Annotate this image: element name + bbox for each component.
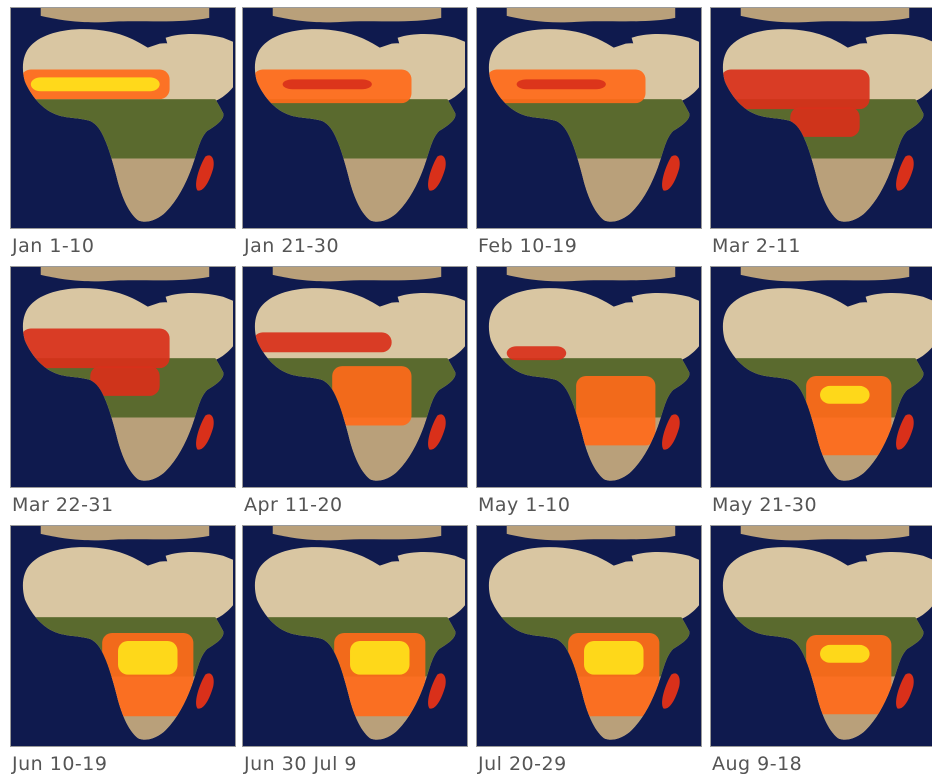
madagascar xyxy=(428,155,446,191)
africa-map xyxy=(710,7,932,229)
madagascar xyxy=(196,414,214,450)
fire-region xyxy=(90,366,160,396)
africa-map xyxy=(242,525,468,747)
date-label: Aug 9-18 xyxy=(712,753,803,775)
africa-map xyxy=(242,7,468,229)
europe-land xyxy=(272,8,442,23)
europe-land xyxy=(40,526,210,541)
date-label: Jun 30 Jul 9 xyxy=(244,753,357,775)
europe-land xyxy=(272,526,442,541)
madagascar xyxy=(662,673,680,709)
africa-map xyxy=(10,7,236,229)
fire-region xyxy=(22,328,170,369)
madagascar xyxy=(428,673,446,709)
europe-land xyxy=(272,267,442,282)
fire-region xyxy=(350,640,410,675)
date-label: Jun 10-19 xyxy=(12,753,108,775)
fire-region xyxy=(722,69,870,110)
europe-land xyxy=(506,526,676,541)
map-svg xyxy=(11,267,235,487)
map-svg xyxy=(11,8,235,228)
africa-map xyxy=(10,525,236,747)
europe-land xyxy=(740,526,910,541)
europe-land xyxy=(40,8,210,23)
madagascar xyxy=(196,155,214,191)
europe-land xyxy=(40,267,210,282)
fire-region xyxy=(506,346,567,361)
africa-map xyxy=(476,7,702,229)
map-svg xyxy=(243,8,467,228)
map-svg xyxy=(711,267,932,487)
africa-map xyxy=(710,266,932,488)
map-svg xyxy=(711,8,932,228)
madagascar xyxy=(896,155,914,191)
map-svg xyxy=(477,8,701,228)
map-svg xyxy=(711,526,932,746)
africa-map xyxy=(242,266,468,488)
fire-region xyxy=(30,77,160,92)
madagascar xyxy=(428,414,446,450)
map-svg xyxy=(243,267,467,487)
africa-map xyxy=(710,525,932,747)
fire-region xyxy=(254,332,392,353)
date-label: Jan 21-30 xyxy=(244,235,340,257)
date-label: Jul 20-29 xyxy=(478,753,567,775)
fire-region xyxy=(118,640,178,675)
date-label: Apr 11-20 xyxy=(244,494,343,516)
fire-region xyxy=(576,376,656,446)
date-label: May 21-30 xyxy=(712,494,818,516)
africa-map xyxy=(10,266,236,488)
date-label: Feb 10-19 xyxy=(478,235,578,257)
madagascar xyxy=(196,673,214,709)
fire-region xyxy=(332,366,412,426)
africa-map xyxy=(476,525,702,747)
map-svg xyxy=(11,526,235,746)
europe-land xyxy=(740,267,910,282)
map-svg xyxy=(477,526,701,746)
date-label: Jan 1-10 xyxy=(12,235,95,257)
europe-land xyxy=(740,8,910,23)
map-svg xyxy=(477,267,701,487)
date-label: May 1-10 xyxy=(478,494,571,516)
europe-land xyxy=(506,267,676,282)
europe-land xyxy=(506,8,676,23)
date-label: Mar 22-31 xyxy=(12,494,114,516)
madagascar xyxy=(662,414,680,450)
fire-region xyxy=(282,79,372,90)
madagascar xyxy=(896,673,914,709)
fire-region xyxy=(516,79,606,90)
date-label: Mar 2-11 xyxy=(712,235,802,257)
fire-region xyxy=(820,644,870,663)
africa-map xyxy=(476,266,702,488)
fire-region xyxy=(584,640,644,675)
madagascar xyxy=(662,155,680,191)
map-svg xyxy=(243,526,467,746)
madagascar xyxy=(896,414,914,450)
fire-region xyxy=(790,107,860,137)
fire-region xyxy=(820,385,870,404)
